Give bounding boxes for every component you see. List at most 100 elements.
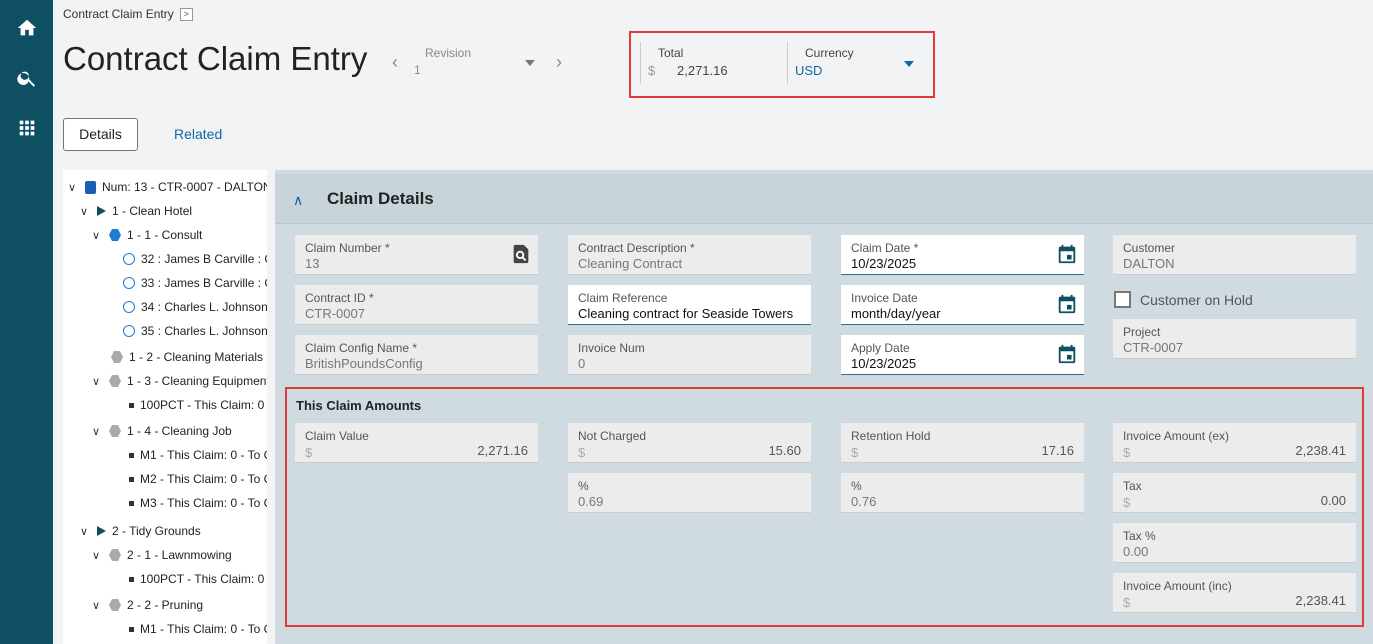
clock-icon bbox=[123, 301, 135, 313]
lookup-icon[interactable] bbox=[510, 243, 532, 265]
currency-symbol: $ bbox=[851, 445, 859, 460]
page-title: Contract Claim Entry bbox=[63, 40, 368, 77]
not-charged-percent-field[interactable]: % 0.69 bbox=[568, 473, 811, 513]
tree-item[interactable]: 35 : Charles L. Johnson : bbox=[123, 321, 267, 341]
section-title: Claim Details bbox=[327, 189, 434, 208]
calendar-icon[interactable] bbox=[1056, 293, 1078, 315]
field-label: Claim Config Name * bbox=[305, 341, 418, 355]
claim-date-field[interactable]: Claim Date * 10/23/2025 bbox=[841, 235, 1084, 275]
chevron-down-icon[interactable]: ∨ bbox=[91, 549, 101, 562]
tree-item-label: 33 : James B Carville : Cl bbox=[141, 276, 267, 290]
section-header[interactable]: ∧ Claim Details bbox=[275, 174, 1373, 224]
customer-on-hold-checkbox[interactable]: Customer on Hold bbox=[1114, 291, 1253, 308]
revision-next-button[interactable]: › bbox=[556, 52, 562, 72]
field-value[interactable]: Cleaning contract for Seaside Towers bbox=[578, 306, 794, 321]
field-value[interactable]: 10/23/2025 bbox=[851, 256, 917, 271]
field-label: Claim Number * bbox=[305, 241, 390, 255]
field-value: 13 bbox=[305, 256, 320, 271]
tree-item[interactable]: ∨ Num: 13 - CTR-0007 - DALTON - R bbox=[65, 177, 267, 197]
field-label: Invoice Amount (inc) bbox=[1123, 579, 1232, 593]
breadcrumb-label[interactable]: Contract Claim Entry bbox=[63, 7, 174, 21]
tree-item[interactable]: ∨ 1 - 1 - Consult bbox=[89, 225, 202, 245]
tax-field[interactable]: Tax $ 0.00 bbox=[1113, 473, 1356, 513]
claim-value-field[interactable]: Claim Value $ 2,271.16 bbox=[295, 423, 538, 463]
tab-related[interactable]: Related bbox=[174, 126, 223, 142]
customer-field[interactable]: Customer DALTON bbox=[1113, 235, 1356, 275]
tree-item[interactable]: M3 - This Claim: 0 - To Cu bbox=[129, 493, 267, 513]
tree-item[interactable]: ∨ 2 - Tidy Grounds bbox=[77, 521, 201, 541]
revision-value[interactable]: 1 bbox=[414, 63, 421, 77]
field-value[interactable]: 10/23/2025 bbox=[851, 356, 917, 371]
claim-reference-field[interactable]: Claim Reference Cleaning contract for Se… bbox=[568, 285, 811, 325]
field-label: Retention Hold bbox=[851, 429, 931, 443]
tree-item-label: M3 - This Claim: 0 - To Cu bbox=[140, 496, 267, 510]
chevron-down-icon[interactable]: ∨ bbox=[91, 229, 101, 242]
field-value: 0.00 bbox=[1320, 493, 1346, 508]
tab-details[interactable]: Details bbox=[63, 118, 138, 151]
amounts-title: This Claim Amounts bbox=[296, 398, 422, 413]
invoice-num-field[interactable]: Invoice Num 0 bbox=[568, 335, 811, 375]
tree-item[interactable]: 100PCT - This Claim: 0 - T bbox=[129, 395, 267, 415]
tree-item[interactable]: ∨ 2 - 1 - Lawnmowing bbox=[89, 545, 232, 565]
invoice-date-field[interactable]: Invoice Date month/day/year bbox=[841, 285, 1084, 325]
tree-item-label: 32 : James B Carville : Cl bbox=[141, 252, 267, 266]
breadcrumb-expand-button[interactable]: > bbox=[179, 7, 193, 21]
field-label: Claim Reference bbox=[578, 291, 668, 305]
chevron-up-icon[interactable]: ∧ bbox=[293, 192, 304, 208]
field-value: 2,238.41 bbox=[1295, 593, 1346, 608]
search-icon[interactable] bbox=[15, 66, 39, 90]
chevron-down-icon[interactable]: ∨ bbox=[67, 181, 77, 194]
chevron-down-icon[interactable]: ∨ bbox=[91, 375, 101, 388]
left-nav-rail bbox=[0, 0, 53, 644]
tree-item[interactable]: 33 : James B Carville : Cl bbox=[123, 273, 267, 293]
invoice-amount-ex-field[interactable]: Invoice Amount (ex) $ 2,238.41 bbox=[1113, 423, 1356, 463]
calendar-icon[interactable] bbox=[1056, 343, 1078, 365]
tree-item[interactable]: M1 - This Claim: 0 - To Cu bbox=[129, 445, 267, 465]
revision-prev-button[interactable]: ‹ bbox=[392, 52, 398, 72]
contract-id-field[interactable]: Contract ID * CTR-0007 bbox=[295, 285, 538, 325]
not-charged-field[interactable]: Not Charged $ 15.60 bbox=[568, 423, 811, 463]
chevron-down-icon[interactable]: ∨ bbox=[79, 205, 89, 218]
retention-percent-field[interactable]: % 0.76 bbox=[841, 473, 1084, 513]
tree-item[interactable]: ∨ 1 - 4 - Cleaning Job bbox=[89, 421, 232, 441]
apps-grid-icon[interactable] bbox=[15, 116, 39, 140]
currency-dropdown-icon[interactable] bbox=[904, 61, 914, 67]
tree-item[interactable]: 100PCT - This Claim: 0 - T bbox=[129, 569, 267, 589]
contract-description-field[interactable]: Contract Description * Cleaning Contract bbox=[568, 235, 811, 275]
currency-symbol: $ bbox=[1123, 445, 1131, 460]
divider bbox=[787, 42, 788, 84]
chevron-down-icon[interactable]: ∨ bbox=[91, 425, 101, 438]
field-value[interactable]: month/day/year bbox=[851, 306, 941, 321]
home-icon[interactable] bbox=[15, 16, 39, 40]
milestone-icon bbox=[129, 402, 134, 408]
field-label: Project bbox=[1123, 325, 1161, 339]
tree-item[interactable]: 32 : James B Carville : Cl bbox=[123, 249, 267, 269]
tax-percent-field[interactable]: Tax % 0.00 bbox=[1113, 523, 1356, 563]
tree-item[interactable]: 1 - 2 - Cleaning Materials bbox=[111, 347, 263, 367]
tree-item[interactable]: M1 - This Claim: 0 - To Cu bbox=[129, 619, 267, 639]
total-currency-highlight bbox=[629, 31, 935, 98]
tree-item[interactable]: M2 - This Claim: 0 - To Cu bbox=[129, 469, 267, 489]
calendar-icon[interactable] bbox=[1056, 243, 1078, 265]
chevron-down-icon[interactable]: ∨ bbox=[91, 599, 101, 612]
retention-hold-field[interactable]: Retention Hold $ 17.16 bbox=[841, 423, 1084, 463]
field-value: 0 bbox=[578, 356, 586, 371]
currency-select[interactable]: USD bbox=[795, 63, 823, 78]
apply-date-field[interactable]: Apply Date 10/23/2025 bbox=[841, 335, 1084, 375]
tree-item[interactable]: ∨ 1 - Clean Hotel bbox=[77, 201, 192, 221]
revision-dropdown-icon[interactable] bbox=[525, 60, 535, 66]
claim-number-field[interactable]: Claim Number * 13 bbox=[295, 235, 538, 275]
tree-item[interactable]: ∨ 1 - 3 - Cleaning Equipment bbox=[89, 371, 267, 391]
checkbox-box[interactable] bbox=[1114, 291, 1131, 308]
claim-config-name-field[interactable]: Claim Config Name * BritishPoundsConfig bbox=[295, 335, 538, 375]
tree-item[interactable]: 34 : Charles L. Johnson : bbox=[123, 297, 267, 317]
chevron-down-icon[interactable]: ∨ bbox=[79, 525, 89, 538]
project-field[interactable]: Project CTR-0007 bbox=[1113, 319, 1356, 359]
invoice-amount-inc-field[interactable]: Invoice Amount (inc) $ 2,238.41 bbox=[1113, 573, 1356, 613]
field-value: 0.00 bbox=[1123, 544, 1149, 559]
field-label: Not Charged bbox=[578, 429, 647, 443]
tree-item[interactable]: ∨ 2 - 2 - Pruning bbox=[89, 595, 203, 615]
stage-icon bbox=[97, 206, 106, 216]
field-value: 0.69 bbox=[578, 494, 604, 509]
field-value: Cleaning Contract bbox=[578, 256, 683, 271]
